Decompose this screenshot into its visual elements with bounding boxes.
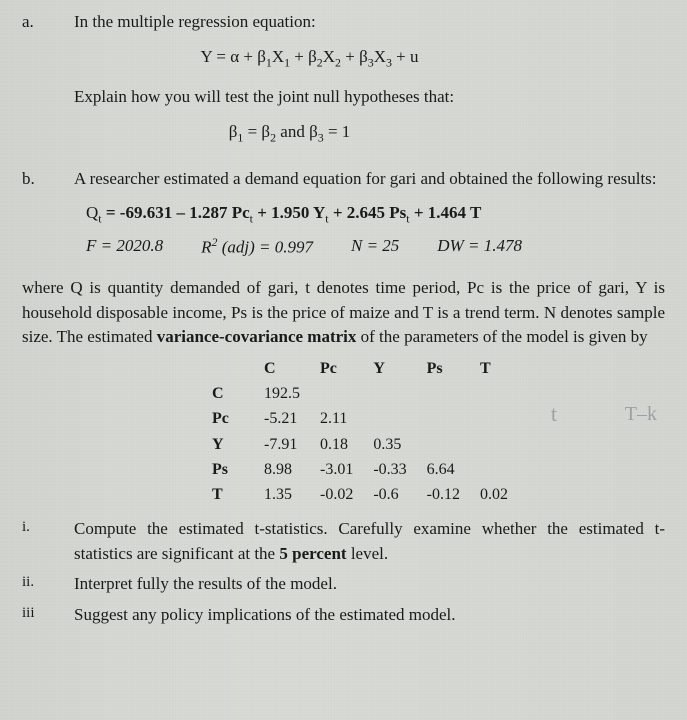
part-b-content: A researcher estimated a demand equation… (74, 167, 665, 271)
eq-text: + 1.950 Y (253, 203, 325, 222)
part-a-line2: Explain how you will test the joint null… (74, 85, 665, 110)
matrix-cell (470, 406, 522, 431)
stat-F: F = 2020.8 (86, 234, 163, 260)
matrix-cell: -7.91 (254, 432, 310, 457)
subpart-i-text: Compute the estimated t-statistics. Care… (74, 517, 665, 566)
matrix-row-label: C (202, 381, 254, 406)
matrix-cell: 0.02 (470, 482, 522, 507)
matrix-row: Pc-5.212.11 (202, 406, 522, 431)
demand-equation: Qt = -69.631 – 1.287 Pct + 1.950 Yt + 2.… (86, 201, 665, 228)
matrix-header: C (254, 356, 310, 381)
eq-text: + 2.645 Ps (329, 203, 407, 222)
eq-text: = -69.631 – 1.287 Pc (102, 203, 250, 222)
matrix-cell: -0.02 (310, 482, 363, 507)
matrix-row-label: Ps (202, 457, 254, 482)
matrix-header (202, 356, 254, 381)
matrix-cell (363, 406, 416, 431)
matrix-row: C192.5 (202, 381, 522, 406)
matrix-row: Y-7.910.180.35 (202, 432, 522, 457)
subparts: i. Compute the estimated t-statistics. C… (22, 517, 665, 628)
matrix-cell: 1.35 (254, 482, 310, 507)
stat-DW: DW = 1.478 (437, 234, 522, 260)
matrix-cell (310, 381, 363, 406)
eq-text: X (323, 47, 335, 66)
matrix-cell: 0.35 (363, 432, 416, 457)
matrix-header: Pc (310, 356, 363, 381)
handwriting-mark: t (551, 398, 557, 430)
part-b-intro: A researcher estimated a demand equation… (74, 167, 665, 192)
subpart-ii-label: ii. (22, 572, 58, 597)
matrix-cell (470, 457, 522, 482)
matrix-row-label: T (202, 482, 254, 507)
matrix-header: T (470, 356, 522, 381)
matrix-cell: -5.21 (254, 406, 310, 431)
subpart-ii: ii. Interpret fully the results of the m… (22, 572, 665, 597)
part-b-label: b. (22, 167, 58, 271)
eq-text: + β (290, 47, 317, 66)
handwriting-mark: T–k (625, 400, 657, 429)
matrix-cell: 2.11 (310, 406, 363, 431)
matrix-header: Ps (417, 356, 470, 381)
matrix-row-label: Pc (202, 406, 254, 431)
matrix-cell: -0.33 (363, 457, 416, 482)
eq-text: Q (86, 203, 98, 222)
eq-text: + 1.464 T (410, 203, 482, 222)
model-statistics: F = 2020.8 R2 (adj) = 0.997 N = 25 DW = … (74, 234, 665, 260)
part-a: a. In the multiple regression equation: … (22, 10, 665, 161)
subpart-i: i. Compute the estimated t-statistics. C… (22, 517, 665, 566)
stat-N: N = 25 (351, 234, 399, 260)
matrix-header: Y (363, 356, 416, 381)
eq-text: = 1 (324, 122, 351, 141)
subpart-i-label: i. (22, 517, 58, 566)
part-a-label: a. (22, 10, 58, 161)
subpart-iii-label: iii (22, 603, 58, 628)
matrix-cell: 8.98 (254, 457, 310, 482)
matrix-cell (417, 432, 470, 457)
eq-text: X (374, 47, 386, 66)
stat-R2: R2 (adj) = 0.997 (201, 234, 313, 260)
matrix-cell: 6.64 (417, 457, 470, 482)
eq-text: X (272, 47, 284, 66)
matrix-cell (470, 432, 522, 457)
subpart-ii-text: Interpret fully the results of the model… (74, 572, 665, 597)
part-b: b. A researcher estimated a demand equat… (22, 167, 665, 271)
eq-text: (adj) = 0.997 (217, 238, 313, 257)
matrix-row: T1.35-0.02-0.6-0.120.02 (202, 482, 522, 507)
matrix-cell (363, 381, 416, 406)
eq-text: R (201, 238, 211, 257)
matrix-row: Ps8.98-3.01-0.336.64 (202, 457, 522, 482)
matrix-header-row: C Pc Y Ps T (202, 356, 522, 381)
eq-text: Y = α + β (200, 47, 265, 66)
eq-text: + u (392, 47, 419, 66)
matrix-cell (470, 381, 522, 406)
eq-text: + β (341, 47, 368, 66)
part-a-content: In the multiple regression equation: Y =… (74, 10, 665, 161)
joint-hypothesis: β1 = β2 and β3 = 1 (74, 120, 665, 147)
matrix-cell: -0.6 (363, 482, 416, 507)
matrix-cell (417, 381, 470, 406)
eq-text: and β (276, 122, 318, 141)
regression-equation: Y = α + β1X1 + β2X2 + β3X3 + u (74, 45, 665, 72)
part-b-explanation: where Q is quantity demanded of gari, t … (22, 276, 665, 350)
eq-text: = β (243, 122, 270, 141)
subpart-iii: iii Suggest any policy implications of t… (22, 603, 665, 628)
matrix-cell: -3.01 (310, 457, 363, 482)
vcov-matrix: C Pc Y Ps T C192.5Pc-5.212.11Y-7.910.180… (202, 356, 522, 507)
matrix-cell (417, 406, 470, 431)
matrix-cell: -0.12 (417, 482, 470, 507)
matrix-cell: 192.5 (254, 381, 310, 406)
matrix-row-label: Y (202, 432, 254, 457)
part-a-line1: In the multiple regression equation: (74, 10, 665, 35)
subpart-iii-text: Suggest any policy implications of the e… (74, 603, 665, 628)
matrix-cell: 0.18 (310, 432, 363, 457)
